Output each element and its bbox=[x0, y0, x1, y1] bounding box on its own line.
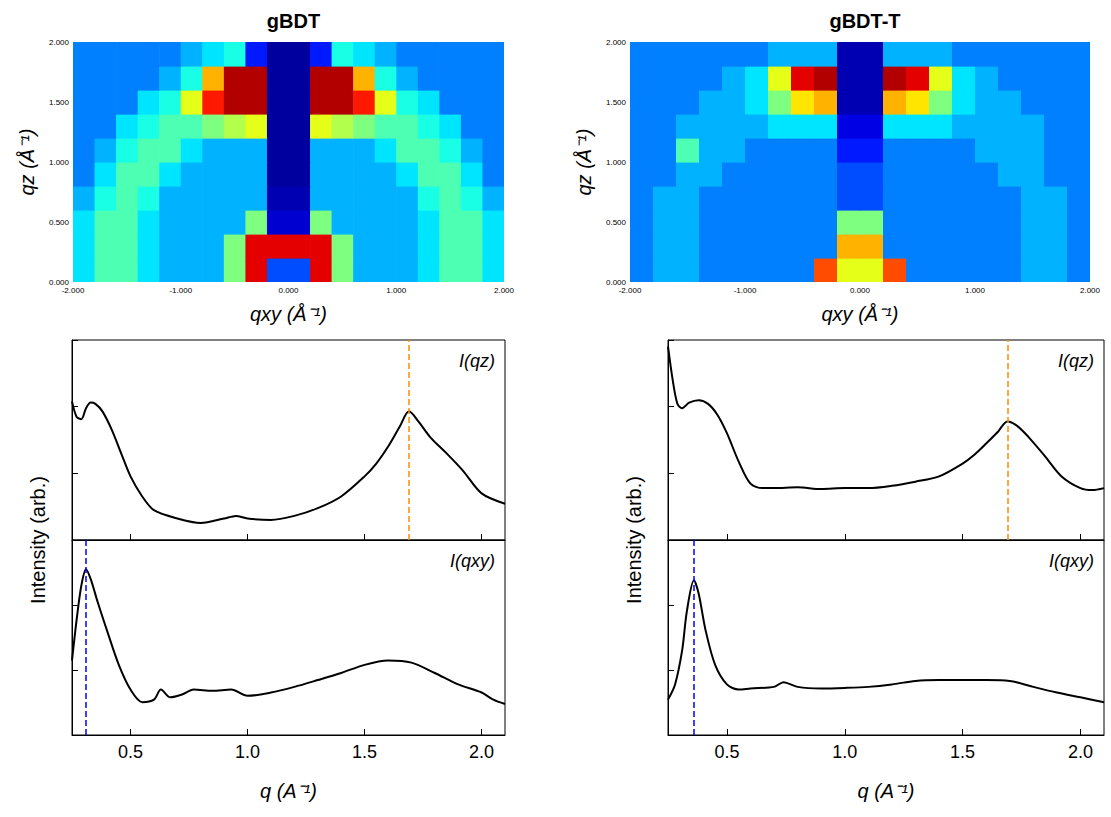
svg-text:0.000: 0.000 bbox=[606, 277, 626, 287]
svg-text:-1.000: -1.000 bbox=[169, 286, 192, 295]
svg-text:2.000: 2.000 bbox=[49, 38, 70, 47]
svg-text:gBDT-T: gBDT-T bbox=[829, 10, 900, 32]
svg-text:2.0: 2.0 bbox=[1068, 742, 1093, 762]
svg-text:I(qxy): I(qxy) bbox=[1049, 551, 1094, 571]
svg-text:gBDT: gBDT bbox=[267, 10, 320, 32]
svg-text:qxy (Å⁻¹): qxy (Å⁻¹) bbox=[822, 303, 899, 325]
svg-text:qz (Å⁻¹): qz (Å⁻¹) bbox=[16, 129, 38, 196]
svg-text:1.000: 1.000 bbox=[965, 286, 986, 295]
svg-text:1.500: 1.500 bbox=[606, 98, 627, 107]
svg-text:0.000: 0.000 bbox=[278, 286, 299, 295]
svg-text:-2.000: -2.000 bbox=[62, 286, 85, 295]
svg-text:1.5: 1.5 bbox=[352, 742, 377, 762]
svg-text:0.500: 0.500 bbox=[49, 218, 70, 227]
svg-text:qz (Å⁻¹): qz (Å⁻¹) bbox=[573, 129, 595, 196]
svg-text:-1.000: -1.000 bbox=[734, 286, 757, 295]
svg-text:Intensity (arb.): Intensity (arb.) bbox=[623, 476, 645, 604]
svg-text:Intensity (arb.): Intensity (arb.) bbox=[27, 476, 49, 604]
svg-text:0.000: 0.000 bbox=[850, 286, 871, 295]
svg-text:2.000: 2.000 bbox=[606, 38, 627, 47]
svg-text:1.000: 1.000 bbox=[606, 158, 627, 167]
svg-text:2.000: 2.000 bbox=[1080, 286, 1101, 295]
svg-text:1.500: 1.500 bbox=[49, 98, 70, 107]
svg-text:1.000: 1.000 bbox=[386, 286, 407, 295]
svg-text:q (A⁻¹): q (A⁻¹) bbox=[260, 780, 317, 802]
svg-text:I(qxy): I(qxy) bbox=[450, 551, 495, 571]
svg-text:1.000: 1.000 bbox=[49, 158, 70, 167]
svg-text:0.000: 0.000 bbox=[49, 277, 69, 287]
svg-text:q (A⁻¹): q (A⁻¹) bbox=[858, 780, 915, 802]
svg-text:qxy (Å⁻¹): qxy (Å⁻¹) bbox=[250, 303, 327, 325]
svg-text:-2.000: -2.000 bbox=[619, 286, 642, 295]
svg-text:2.0: 2.0 bbox=[469, 742, 494, 762]
svg-text:0.500: 0.500 bbox=[606, 218, 627, 227]
svg-text:0.5: 0.5 bbox=[118, 742, 143, 762]
svg-text:1.0: 1.0 bbox=[832, 742, 857, 762]
svg-text:1.5: 1.5 bbox=[950, 742, 975, 762]
svg-text:I(qz): I(qz) bbox=[1058, 351, 1094, 371]
svg-text:0.5: 0.5 bbox=[714, 742, 739, 762]
svg-text:2.000: 2.000 bbox=[494, 286, 515, 295]
svg-text:I(qz): I(qz) bbox=[459, 351, 495, 371]
svg-text:1.0: 1.0 bbox=[235, 742, 260, 762]
